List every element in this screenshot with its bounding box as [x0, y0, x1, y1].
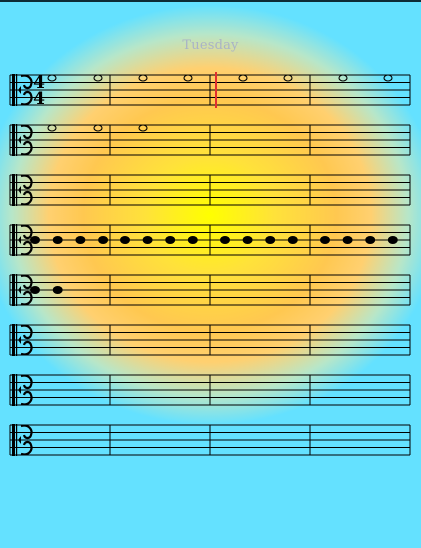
whole-note[interactable]	[47, 74, 57, 82]
whole-note[interactable]	[138, 124, 148, 132]
quarter-note[interactable]	[387, 236, 398, 244]
quarter-note[interactable]	[365, 236, 376, 244]
alto-clef-icon	[12, 324, 33, 356]
alto-clef-icon	[12, 274, 33, 306]
quarter-note[interactable]	[242, 236, 253, 244]
alto-clef-icon	[12, 424, 33, 456]
quarter-note[interactable]	[75, 236, 86, 244]
quarter-note[interactable]	[165, 236, 176, 244]
whole-note[interactable]	[183, 74, 193, 82]
alto-clef-icon	[12, 224, 33, 256]
quarter-note[interactable]	[187, 236, 198, 244]
time-signature-denominator: 4	[33, 89, 45, 109]
window-top-rule	[0, 0, 421, 2]
whole-note[interactable]	[93, 124, 103, 132]
whole-note[interactable]	[383, 74, 393, 82]
quarter-note[interactable]	[30, 236, 40, 244]
quarter-note[interactable]	[98, 236, 109, 244]
whole-note[interactable]	[238, 74, 248, 82]
quarter-note[interactable]	[342, 236, 353, 244]
quarter-note[interactable]	[320, 236, 330, 244]
quarter-note[interactable]	[220, 236, 230, 244]
quarter-note[interactable]	[265, 236, 276, 244]
whole-note[interactable]	[47, 124, 57, 132]
time-signature-numerator: 4	[33, 73, 45, 93]
score-title[interactable]: Tuesday	[182, 38, 239, 53]
quarter-note[interactable]	[120, 236, 130, 244]
quarter-note[interactable]	[52, 236, 63, 244]
whole-note[interactable]	[93, 74, 103, 82]
quarter-note[interactable]	[287, 236, 298, 244]
alto-clef-icon	[12, 74, 33, 106]
quarter-note[interactable]	[30, 286, 40, 294]
whole-note[interactable]	[283, 74, 293, 82]
quarter-note[interactable]	[52, 286, 63, 294]
whole-note[interactable]	[338, 74, 348, 82]
quarter-note[interactable]	[142, 236, 153, 244]
alto-clef-icon	[12, 124, 33, 156]
whole-note[interactable]	[138, 74, 148, 82]
alto-clef-icon	[12, 174, 33, 206]
alto-clef-icon	[12, 374, 33, 406]
